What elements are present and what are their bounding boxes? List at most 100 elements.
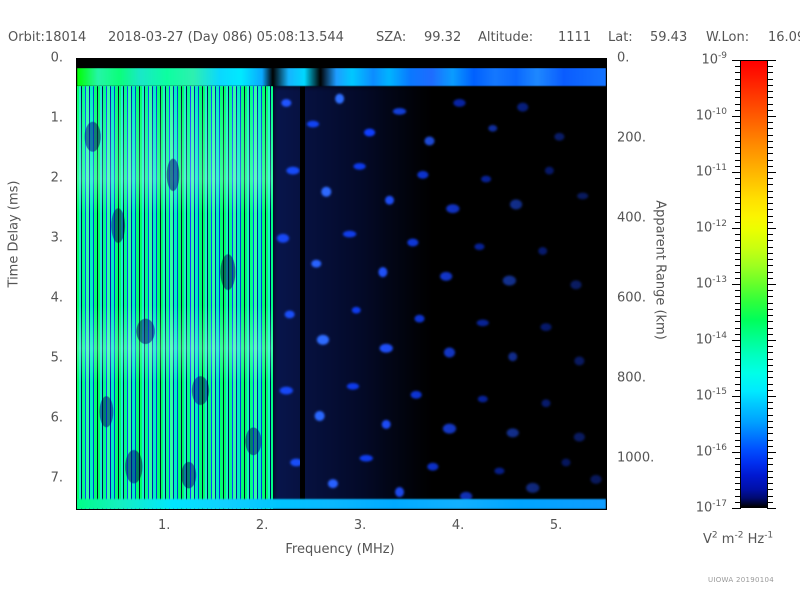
x-tick-label: 2. (255, 518, 269, 533)
watermark: UIOWA 20190104 (707, 576, 775, 584)
colorbar-minor-tick (735, 414, 741, 416)
colorbar-tick-mantissa: 10 (695, 220, 713, 236)
colorbar-minor-tick (735, 234, 741, 236)
colorbar-minor-tick (767, 464, 773, 466)
colorbar-minor-tick (767, 308, 773, 310)
colorbar-minor-tick (735, 103, 741, 105)
colorbar-tick-label: 10-16 (695, 443, 727, 460)
sza-value: 99.32 (424, 30, 462, 45)
colorbar-minor-tick (767, 377, 773, 379)
colorbar-minor-tick (735, 221, 741, 223)
colorbar-tick-mantissa: 10 (695, 388, 713, 404)
colorbar-minor-tick (767, 408, 773, 410)
colorbar-minor-tick (735, 364, 741, 366)
colorbar (740, 60, 768, 508)
colorbar-tick-mantissa: 10 (695, 108, 713, 124)
colorbar-minor-tick (735, 302, 741, 304)
altitude-label: Altitude: (478, 30, 534, 45)
colorbar-minor-tick (735, 495, 741, 497)
colorbar-minor-tick (767, 489, 773, 491)
colorbar-minor-tick (735, 470, 741, 472)
y-tick-label: 2. (50, 170, 63, 186)
colorbar-minor-tick (767, 140, 773, 142)
y-tick-label: 5. (50, 350, 63, 366)
latitude-value: 59.43 (650, 30, 688, 45)
colorbar-minor-tick (767, 315, 773, 317)
colorbar-minor-tick (735, 72, 741, 74)
y2-tick-label: 800. (617, 370, 646, 386)
west-longitude-value: 16.09 (768, 30, 800, 45)
colorbar-minor-tick (735, 159, 741, 161)
colorbar-minor-tick (735, 501, 741, 503)
colorbar-tick-exponent: -15 (712, 387, 727, 398)
colorbar-tick-mantissa: 10 (695, 444, 713, 460)
colorbar-minor-tick (767, 439, 773, 441)
colorbar-minor-tick (735, 420, 741, 422)
colorbar-minor-tick (767, 402, 773, 404)
colorbar-minor-tick (735, 483, 741, 485)
colorbar-minor-tick (735, 296, 741, 298)
colorbar-major-tick (732, 116, 741, 117)
colorbar-minor-tick (767, 109, 773, 111)
colorbar-minor-tick (735, 265, 741, 267)
colorbar-minor-tick (735, 134, 741, 136)
colorbar-minor-tick (735, 308, 741, 310)
x-tick-label: 5. (549, 518, 563, 533)
y-axis-line (76, 58, 77, 509)
y2-tick-label: 0. (617, 50, 630, 66)
y-tick-label: 1. (50, 110, 63, 126)
colorbar-minor-tick (767, 265, 773, 267)
colorbar-minor-tick (767, 97, 773, 99)
colorbar-minor-tick (735, 271, 741, 273)
colorbar-minor-tick (735, 458, 741, 460)
colorbar-minor-tick (767, 159, 773, 161)
y-tick-label: 6. (50, 410, 63, 426)
colorbar-minor-tick (767, 495, 773, 497)
colorbar-major-tick (767, 452, 776, 453)
colorbar-tick-label: 10-14 (696, 332, 727, 348)
y-tick-label: 4. (50, 290, 63, 306)
colorbar-minor-tick (767, 134, 773, 136)
colorbar-minor-tick (735, 439, 741, 441)
colorbar-minor-tick (767, 371, 773, 373)
colorbar-minor-tick (767, 165, 773, 167)
colorbar-minor-tick (767, 153, 773, 155)
colorbar-minor-tick (735, 66, 741, 68)
west-longitude-label: W.Lon: (706, 30, 750, 45)
colorbar-minor-tick (735, 97, 741, 99)
colorbar-minor-tick (767, 433, 773, 435)
colorbar-minor-tick (767, 389, 773, 391)
unit-hertz: Hz (747, 532, 765, 547)
colorbar-minor-tick (767, 66, 773, 68)
colorbar-minor-tick (735, 109, 741, 111)
colorbar-minor-tick (735, 122, 741, 124)
colorbar-tick-mantissa: 10 (701, 52, 719, 68)
colorbar-tick-exponent: -17 (712, 499, 727, 510)
colorbar-minor-tick (767, 203, 773, 205)
colorbar-tick-exponent: -9 (718, 51, 727, 62)
colorbar-tick-label: 10-10 (695, 108, 727, 124)
colorbar-minor-tick (767, 122, 773, 124)
colorbar-major-tick (767, 116, 776, 117)
colorbar-minor-tick (767, 234, 773, 236)
spectrogram-plot-area (76, 58, 607, 510)
colorbar-tick-label: 10-9 (701, 51, 727, 68)
colorbar-minor-tick (767, 364, 773, 366)
top-axis-line (76, 58, 606, 59)
colorbar-minor-tick (767, 501, 773, 503)
colorbar-minor-tick (735, 315, 741, 317)
colorbar-minor-tick (767, 78, 773, 80)
colorbar-minor-tick (767, 483, 773, 485)
y-major-tick (76, 58, 85, 59)
colorbar-minor-tick (767, 470, 773, 472)
colorbar-minor-tick (767, 246, 773, 248)
colorbar-minor-tick (735, 445, 741, 447)
colorbar-minor-tick (767, 327, 773, 329)
colorbar-minor-tick (767, 445, 773, 447)
colorbar-tick-exponent: -16 (712, 443, 727, 454)
colorbar-minor-tick (767, 240, 773, 242)
colorbar-minor-tick (767, 196, 773, 198)
colorbar-minor-tick (767, 190, 773, 192)
colorbar-tick-mantissa: 10 (695, 164, 713, 180)
colorbar-minor-tick (767, 184, 773, 186)
